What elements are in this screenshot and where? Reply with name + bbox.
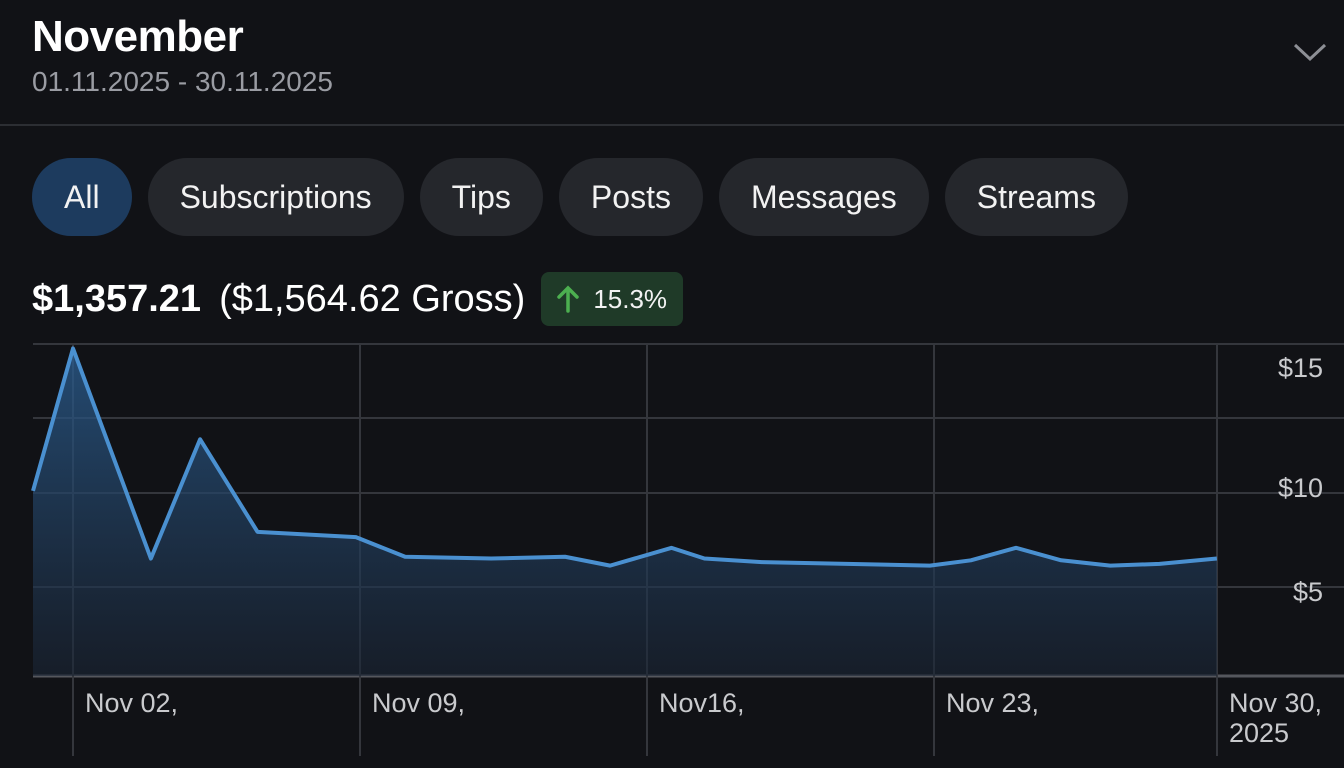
tab-subscriptions[interactable]: Subscriptions <box>147 158 404 236</box>
net-earnings: $1,357.21 <box>32 277 202 320</box>
divider <box>0 124 1344 126</box>
change-badge: 15.3% <box>541 272 684 326</box>
arrow-up-icon <box>557 285 580 313</box>
tab-all[interactable]: All <box>32 158 132 236</box>
x-tick-label: Nov16, <box>659 688 745 718</box>
gross-earnings: ($1,564.62 Gross) <box>219 277 526 320</box>
x-tick-label: Nov 30, <box>1229 688 1322 718</box>
chevron-down-icon[interactable] <box>1292 40 1328 64</box>
series-line <box>31 346 1218 568</box>
y-tick-label: $10 <box>1278 473 1323 503</box>
x-tick-label: Nov 09, <box>372 688 465 718</box>
series-area <box>33 348 1217 676</box>
tab-streams[interactable]: Streams <box>944 158 1128 236</box>
tab-tips[interactable]: Tips <box>419 158 543 236</box>
y-tick-label: $15 <box>1278 353 1323 383</box>
date-range: 01.11.2025 - 30.11.2025 <box>32 66 333 97</box>
tab-posts[interactable]: Posts <box>558 158 703 236</box>
y-tick-label: $5 <box>1293 577 1323 607</box>
x-tick-label-year: 2025 <box>1229 718 1289 748</box>
earnings-summary: $1,357.21 ($1,564.62 Gross) 15.3% <box>32 272 684 326</box>
tab-messages[interactable]: Messages <box>718 158 929 236</box>
filter-tabs: All Subscriptions Tips Posts Messages St… <box>32 158 1128 236</box>
page-title: November <box>32 12 244 61</box>
x-tick-label: Nov 02, <box>85 688 178 718</box>
x-tick-label: Nov 23, <box>946 688 1039 718</box>
change-percent: 15.3% <box>593 283 668 314</box>
